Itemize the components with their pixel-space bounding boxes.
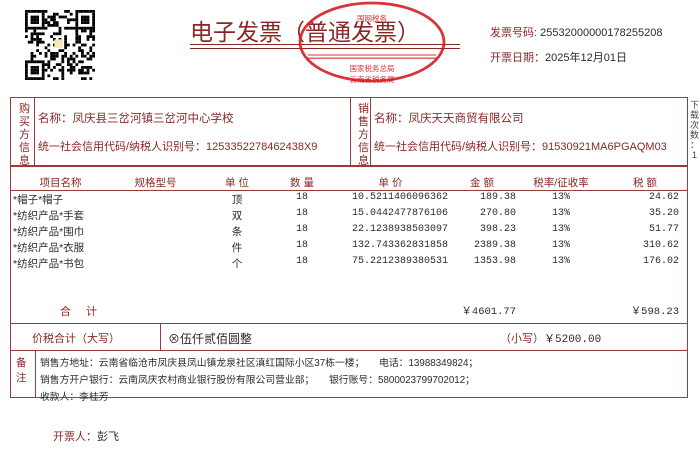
- svg-text:国网税务: 国网税务: [357, 13, 387, 23]
- svg-text:云南省税务局: 云南省税务局: [350, 74, 395, 83]
- svg-text:国家税务总局: 国家税务总局: [350, 63, 395, 73]
